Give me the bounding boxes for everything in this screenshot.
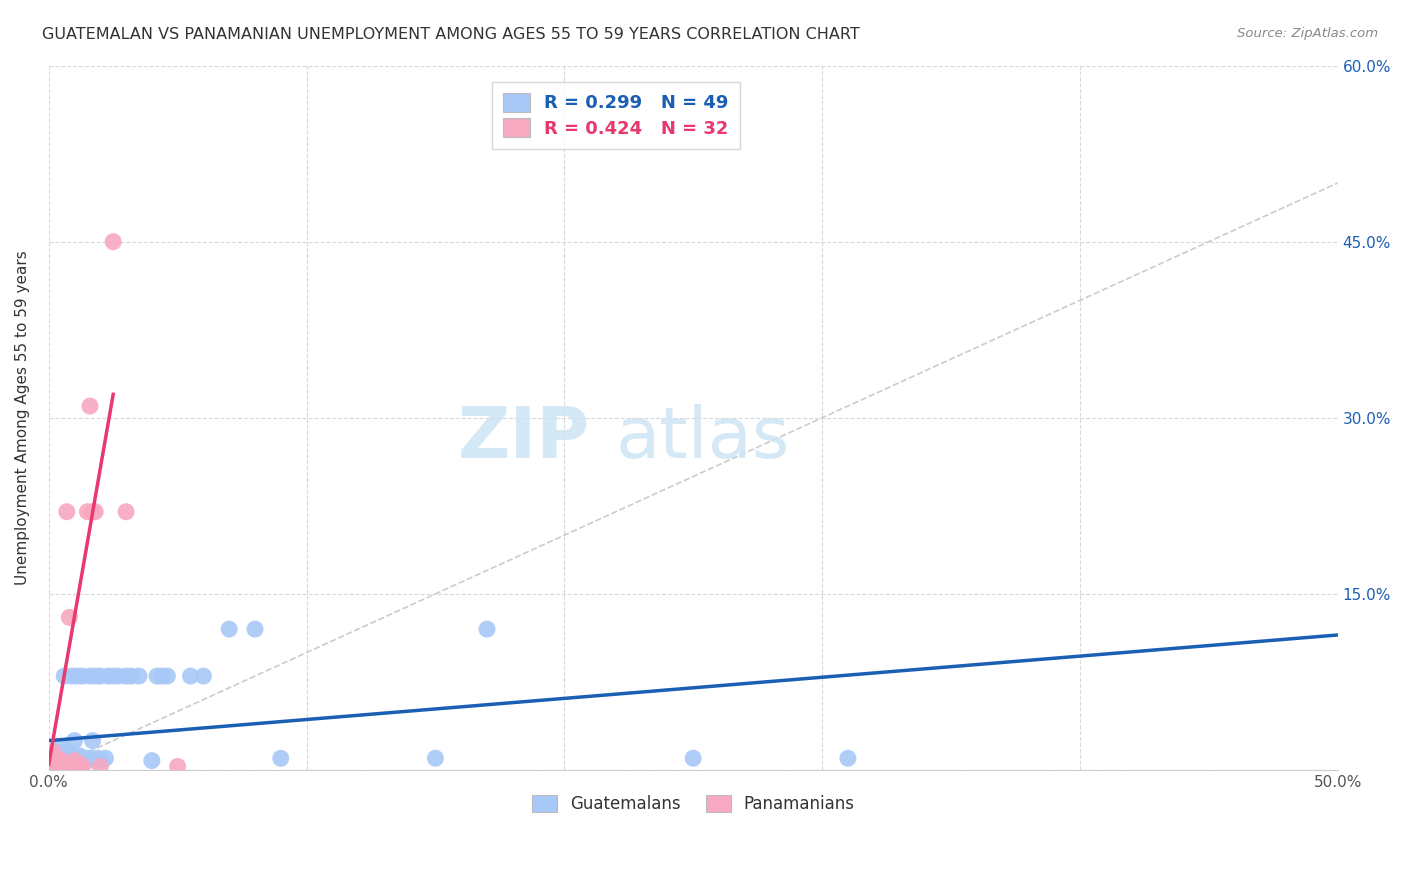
Point xyxy=(73,751,96,765)
Point xyxy=(53,748,76,763)
Point xyxy=(58,757,80,772)
Point xyxy=(79,669,101,683)
Point xyxy=(76,505,98,519)
Point xyxy=(48,745,70,759)
Point xyxy=(66,669,89,683)
Point xyxy=(82,733,104,747)
Point xyxy=(425,751,447,765)
Point xyxy=(72,759,94,773)
Point xyxy=(103,669,125,683)
Point xyxy=(141,754,163,768)
Point xyxy=(89,669,111,683)
Point xyxy=(69,757,91,772)
Point xyxy=(45,754,67,768)
Point xyxy=(45,757,67,772)
Point xyxy=(58,610,80,624)
Point xyxy=(41,754,63,768)
Point xyxy=(79,399,101,413)
Point xyxy=(475,622,498,636)
Point xyxy=(48,754,70,768)
Point xyxy=(270,751,292,765)
Point xyxy=(72,669,94,683)
Point xyxy=(107,669,129,683)
Point xyxy=(120,669,142,683)
Point xyxy=(76,754,98,768)
Point xyxy=(115,505,138,519)
Point xyxy=(56,754,79,768)
Point xyxy=(682,751,704,765)
Point xyxy=(63,754,86,768)
Point xyxy=(51,751,73,765)
Point xyxy=(56,505,79,519)
Point xyxy=(63,751,86,765)
Point xyxy=(97,669,120,683)
Point xyxy=(193,669,215,683)
Point xyxy=(42,745,65,759)
Point xyxy=(42,754,65,768)
Point xyxy=(166,759,188,773)
Point xyxy=(146,669,169,683)
Point xyxy=(837,751,859,765)
Point xyxy=(51,754,73,768)
Point xyxy=(180,669,202,683)
Point xyxy=(58,751,80,765)
Point xyxy=(42,759,65,773)
Point xyxy=(58,745,80,759)
Point xyxy=(156,669,179,683)
Point xyxy=(42,748,65,763)
Point xyxy=(60,669,83,683)
Point xyxy=(48,757,70,772)
Point xyxy=(84,505,107,519)
Point xyxy=(82,505,104,519)
Text: Source: ZipAtlas.com: Source: ZipAtlas.com xyxy=(1237,27,1378,40)
Point xyxy=(53,759,76,773)
Point xyxy=(45,759,67,773)
Point xyxy=(53,757,76,772)
Point xyxy=(84,669,107,683)
Point xyxy=(51,757,73,772)
Point xyxy=(115,669,138,683)
Point xyxy=(41,757,63,772)
Point xyxy=(45,754,67,768)
Point xyxy=(63,733,86,747)
Point xyxy=(128,669,150,683)
Point xyxy=(66,759,89,773)
Point xyxy=(89,754,111,768)
Point xyxy=(69,748,91,763)
Point xyxy=(79,751,101,765)
Point xyxy=(56,759,79,773)
Point xyxy=(94,751,117,765)
Point xyxy=(87,751,110,765)
Point xyxy=(56,745,79,759)
Y-axis label: Unemployment Among Ages 55 to 59 years: Unemployment Among Ages 55 to 59 years xyxy=(15,251,30,585)
Point xyxy=(243,622,266,636)
Point xyxy=(60,759,83,773)
Point xyxy=(218,622,240,636)
Text: GUATEMALAN VS PANAMANIAN UNEMPLOYMENT AMONG AGES 55 TO 59 YEARS CORRELATION CHAR: GUATEMALAN VS PANAMANIAN UNEMPLOYMENT AM… xyxy=(42,27,860,42)
Point xyxy=(53,669,76,683)
Point xyxy=(103,235,125,249)
Legend: Guatemalans, Panamanians: Guatemalans, Panamanians xyxy=(520,783,866,825)
Point xyxy=(41,751,63,765)
Point xyxy=(66,751,89,765)
Point xyxy=(89,759,111,773)
Point xyxy=(51,759,73,773)
Text: atlas: atlas xyxy=(616,404,790,474)
Point xyxy=(48,759,70,773)
Point xyxy=(150,669,173,683)
Point xyxy=(51,739,73,754)
Text: ZIP: ZIP xyxy=(458,404,591,474)
